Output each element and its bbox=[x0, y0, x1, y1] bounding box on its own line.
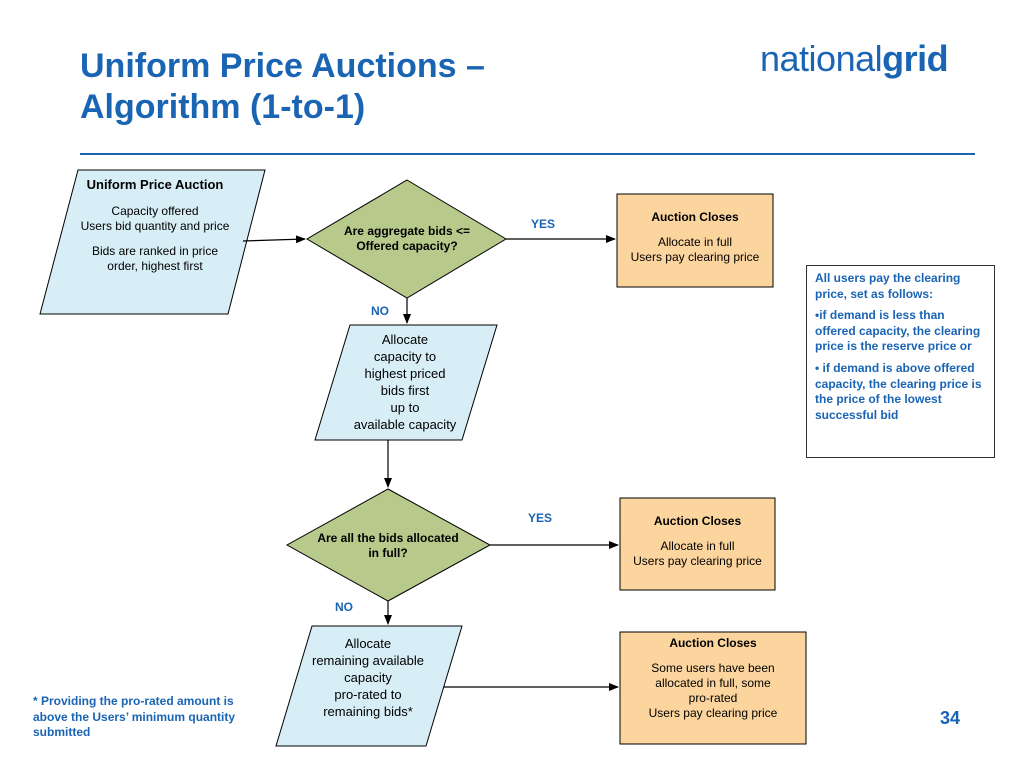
outcome2-text: Auction Closes Allocate in full Users pa… bbox=[621, 500, 774, 588]
allocate1-parallelogram bbox=[314, 324, 498, 441]
outcome3-title: Auction Closes bbox=[669, 636, 757, 650]
footnote: * Providing the pro-rated amount is abov… bbox=[33, 694, 236, 740]
outcome1-title: Auction Closes bbox=[651, 210, 739, 224]
note-paragraph-3: • if demand is above offered capacity, t… bbox=[815, 360, 982, 422]
note-paragraph-1: All users pay the clearing price, set as… bbox=[815, 271, 961, 301]
start-text: Uniform Price Auction Capacity offered U… bbox=[62, 172, 248, 312]
outcome3-line-3: pro-rated bbox=[688, 691, 738, 705]
start-title: Uniform Price Auction bbox=[86, 177, 224, 192]
start-line-3: Bids are ranked in price bbox=[91, 243, 219, 258]
start-parallelogram bbox=[39, 169, 266, 315]
national-grid-logo: nationalgrid bbox=[760, 38, 949, 80]
no-label-2: NO bbox=[335, 600, 353, 614]
decision2-text: Are all the bids allocated in full? bbox=[297, 529, 479, 563]
outcome2-box bbox=[619, 497, 776, 591]
start-line-4: order, highest first bbox=[107, 258, 203, 273]
title-line-2: Algorithm (1-to-1) bbox=[80, 87, 366, 126]
outcome3-text: Auction Closes Some users have been allo… bbox=[621, 634, 805, 742]
logo-regular-text: national bbox=[760, 38, 883, 79]
allocate2-line-2: remaining available bbox=[311, 652, 424, 668]
title-line-1: Uniform Price Auctions – bbox=[80, 47, 485, 85]
clearing-price-note: All users pay the clearing price, set as… bbox=[806, 265, 995, 458]
outcome1-text: Auction Closes Allocate in full Users pa… bbox=[618, 196, 772, 285]
outcome1-line-1: Allocate in full bbox=[657, 235, 733, 249]
outcome3-line-4: Users pay clearing price bbox=[648, 706, 778, 720]
outcome1-line-2: Users pay clearing price bbox=[630, 250, 760, 264]
allocate1-line-2: capacity to bbox=[373, 349, 437, 365]
allocate2-line-1: Allocate bbox=[344, 636, 392, 651]
decision1-line-2: Offered capacity? bbox=[356, 239, 458, 253]
outcome3-line-1: Some users have been bbox=[651, 661, 775, 675]
allocate1-line-1: Allocate bbox=[381, 332, 429, 348]
allocate1-line-5: up to bbox=[390, 399, 420, 415]
allocate1-text: Allocate capacity to highest priced bids… bbox=[330, 330, 480, 436]
allocate1-line-6: available capacity bbox=[353, 416, 457, 432]
decision2-line-1: Are all the bids allocated bbox=[317, 531, 459, 545]
arrow-start-to-decision1 bbox=[242, 235, 306, 244]
outcome2-line-1: Allocate in full bbox=[660, 539, 735, 553]
outcome3-box bbox=[619, 631, 807, 745]
allocate2-line-5: remaining bids* bbox=[323, 703, 413, 719]
title-divider bbox=[80, 153, 975, 155]
allocate2-line-3: capacity bbox=[344, 669, 392, 685]
outcome2-line-2: Users pay clearing price bbox=[633, 554, 762, 568]
allocate2-text: Allocate remaining available capacity pr… bbox=[292, 632, 444, 722]
allocate1-line-4: bids first bbox=[380, 383, 430, 398]
decision2-line-2: in full? bbox=[368, 546, 408, 560]
outcome3-line-2: allocated in full, some bbox=[655, 676, 771, 690]
allocate1-line-3: highest priced bbox=[364, 366, 446, 382]
slide-title: Uniform Price Auctions – Algorithm (1-to… bbox=[80, 46, 680, 128]
decision1-text: Are aggregate bids <= Offered capacity? bbox=[317, 222, 497, 256]
allocate2-line-4: pro-rated to bbox=[334, 686, 402, 702]
no-label-1: NO bbox=[371, 304, 389, 318]
note-paragraph-2: •if demand is less than offered capacity… bbox=[815, 308, 981, 354]
start-line-1: Capacity offered bbox=[111, 203, 199, 218]
outcome2-title: Auction Closes bbox=[653, 514, 742, 528]
outcome1-box bbox=[616, 193, 774, 288]
decision1-line-1: Are aggregate bids <= bbox=[343, 224, 471, 238]
yes-label-1: YES bbox=[531, 217, 556, 231]
page-number: 34 bbox=[940, 708, 961, 728]
start-line-2: Users bid quantity and price bbox=[80, 218, 230, 233]
logo-bold-text: grid bbox=[882, 38, 949, 79]
yes-label-2: YES bbox=[528, 511, 553, 525]
allocate2-parallelogram bbox=[275, 625, 463, 747]
